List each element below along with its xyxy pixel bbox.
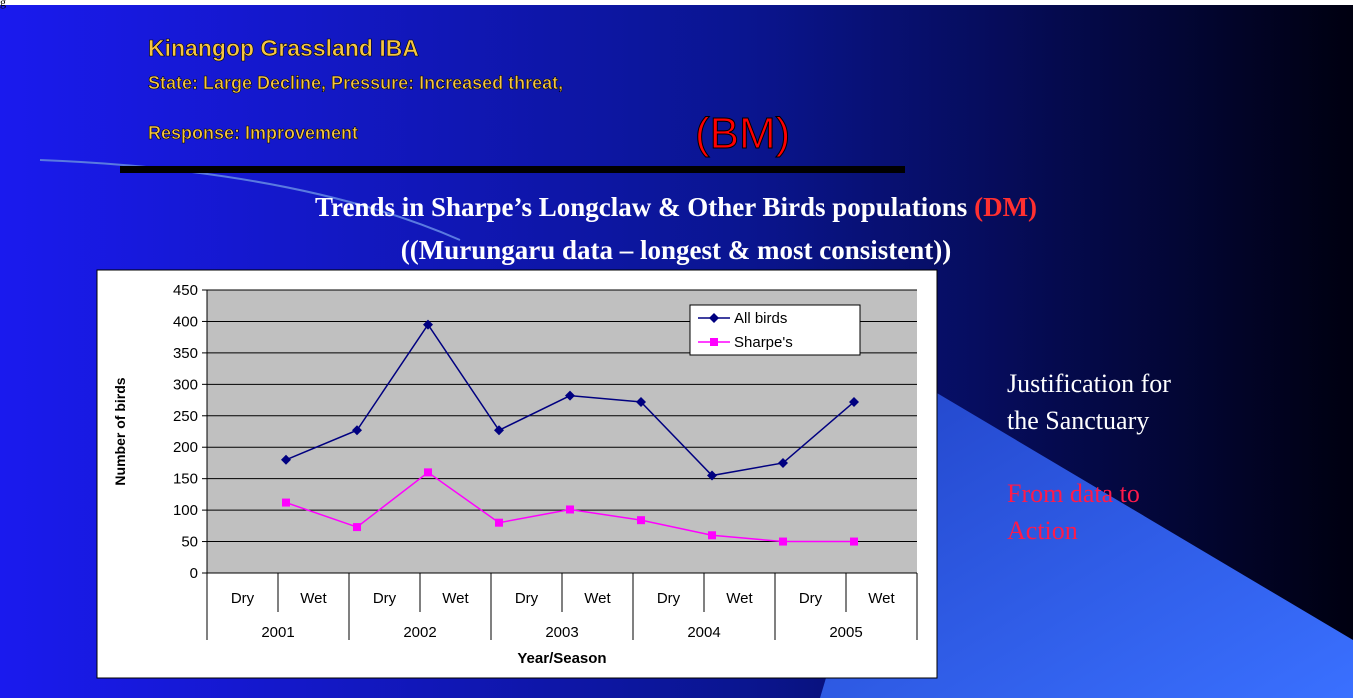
y-tick-label: 300	[173, 376, 198, 393]
marker	[495, 518, 503, 527]
header-tag: (BM)	[695, 109, 790, 158]
legend-label: Sharpe's	[734, 334, 793, 351]
marker	[637, 516, 645, 525]
marker	[352, 425, 362, 436]
x-tick-label: Dry	[231, 590, 255, 607]
marker	[708, 531, 716, 540]
side-note: the Sanctuary	[1007, 406, 1149, 435]
x-group-label: 2005	[829, 624, 862, 641]
side-action: Action	[1007, 516, 1078, 545]
legend	[689, 304, 861, 356]
heading-text: Trends in Sharpe’s Longclaw & Other Bird…	[315, 192, 967, 222]
marker	[282, 498, 290, 507]
x-axis-title: Year/Season	[517, 650, 606, 667]
x-tick-label: Wet	[442, 590, 469, 607]
y-tick-label: 100	[173, 502, 198, 519]
marker	[850, 537, 858, 546]
y-tick-label: 250	[173, 408, 198, 425]
y-tick-label: 350	[173, 345, 198, 362]
x-tick-label: Dry	[515, 590, 539, 607]
x-tick-label: Wet	[584, 590, 611, 607]
marker	[709, 313, 719, 323]
marker	[566, 505, 574, 514]
y-tick-label: 150	[173, 471, 198, 488]
legend-label: All birds	[734, 310, 787, 327]
decor-triangle	[820, 380, 1353, 698]
header-line: Response: Improvement	[148, 123, 358, 143]
marker	[636, 396, 646, 407]
marker	[849, 396, 859, 407]
heading-line: Trends in Sharpe’s Longclaw & Other Bird…	[315, 192, 1037, 222]
x-tick-label: Wet	[726, 590, 753, 607]
y-tick-label: 400	[173, 313, 198, 330]
marker	[710, 338, 718, 346]
x-tick-label: Dry	[373, 590, 397, 607]
header-line: State: Large Decline, Pressure: Increase…	[148, 73, 563, 93]
marker	[423, 319, 433, 330]
decor-curve	[39, 159, 461, 241]
marker	[707, 470, 717, 481]
side-note: Justification for	[1007, 369, 1171, 398]
marker	[424, 468, 432, 477]
header-title: Kinangop Grassland IBA	[148, 35, 419, 61]
x-tick-label: Dry	[657, 590, 681, 607]
marker	[778, 457, 788, 468]
y-tick-label: 50	[181, 534, 198, 551]
corner-text: g	[0, 0, 6, 9]
side-action: From data to	[1007, 479, 1140, 508]
heading-tag: (DM)	[974, 192, 1037, 222]
y-tick-label: 450	[173, 282, 198, 299]
x-tick-label: Wet	[868, 590, 895, 607]
marker	[353, 523, 361, 532]
marker	[779, 537, 787, 546]
y-axis-title: Number of birds	[112, 377, 128, 485]
x-group-label: 2004	[687, 624, 720, 641]
x-group-label: 2001	[261, 624, 294, 641]
y-tick-label: 0	[190, 565, 198, 582]
x-group-label: 2002	[403, 624, 436, 641]
marker	[565, 390, 575, 401]
y-tick-label: 200	[173, 439, 198, 456]
marker	[281, 454, 291, 465]
marker	[494, 425, 504, 436]
x-group-label: 2003	[545, 624, 578, 641]
x-tick-label: Wet	[300, 590, 327, 607]
header-rule	[120, 166, 905, 173]
heading-line: ((Murungaru data – longest & most consis…	[401, 235, 951, 265]
x-tick-label: Dry	[799, 590, 823, 607]
